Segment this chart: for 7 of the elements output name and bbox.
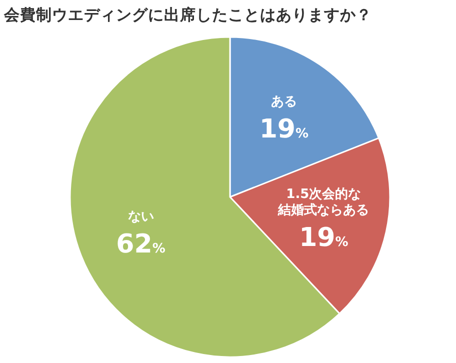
slice-label: 1.5次会的な結婚式ならある: [277, 186, 370, 218]
data-label: 19%: [299, 222, 348, 253]
slice-label: ない: [128, 209, 154, 224]
data-label: 62%: [116, 229, 166, 260]
chart-title: 会費制ウエディングに出席したことはありますか？: [3, 5, 372, 24]
slice-label: ある: [270, 94, 297, 110]
data-label: 19%: [259, 114, 309, 145]
